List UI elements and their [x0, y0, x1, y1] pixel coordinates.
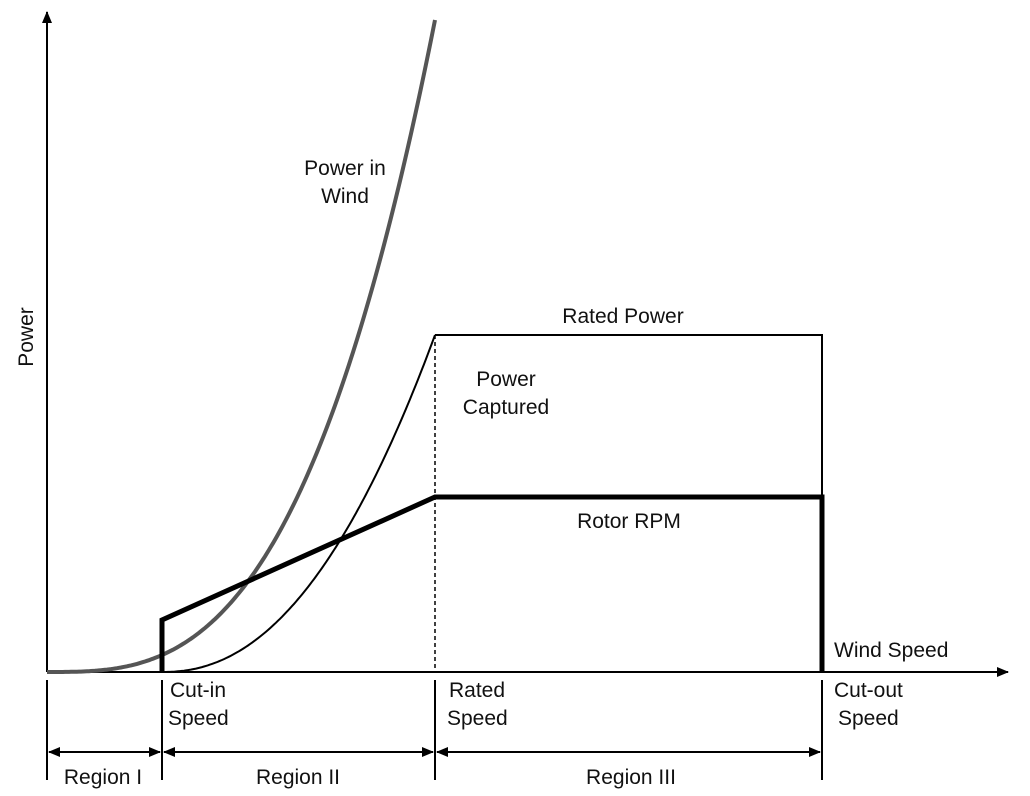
power-in-wind-label-line1: Power in	[304, 157, 386, 180]
cut-in-speed-label-line1: Cut-in	[170, 679, 226, 702]
power-captured-label-line2: Captured	[463, 396, 549, 419]
x-axis-label: Wind Speed	[834, 639, 948, 662]
power-captured-label-line1: Power	[476, 368, 536, 391]
cut-out-speed-label-line2: Speed	[838, 707, 899, 730]
power-in-wind-curve	[47, 19, 437, 674]
rated-speed-label-line1: Rated	[449, 679, 505, 702]
rotor-rpm-label: Rotor RPM	[577, 510, 681, 533]
power-in-wind-label-line2: Wind	[321, 185, 369, 208]
region-2-label: Region II	[256, 766, 340, 789]
rated-speed-label-line2: Speed	[447, 707, 508, 730]
power-captured-curve	[162, 334, 436, 673]
region-1-label: Region I	[64, 766, 142, 789]
rotor-rpm-line	[159, 494, 825, 672]
cut-in-speed-label-line2: Speed	[168, 707, 229, 730]
y-axis-label: Power	[15, 307, 38, 367]
rated-power-label: Rated Power	[562, 305, 683, 328]
region-3-label: Region III	[586, 766, 676, 789]
cut-out-speed-label-line1: Cut-out	[834, 679, 903, 702]
